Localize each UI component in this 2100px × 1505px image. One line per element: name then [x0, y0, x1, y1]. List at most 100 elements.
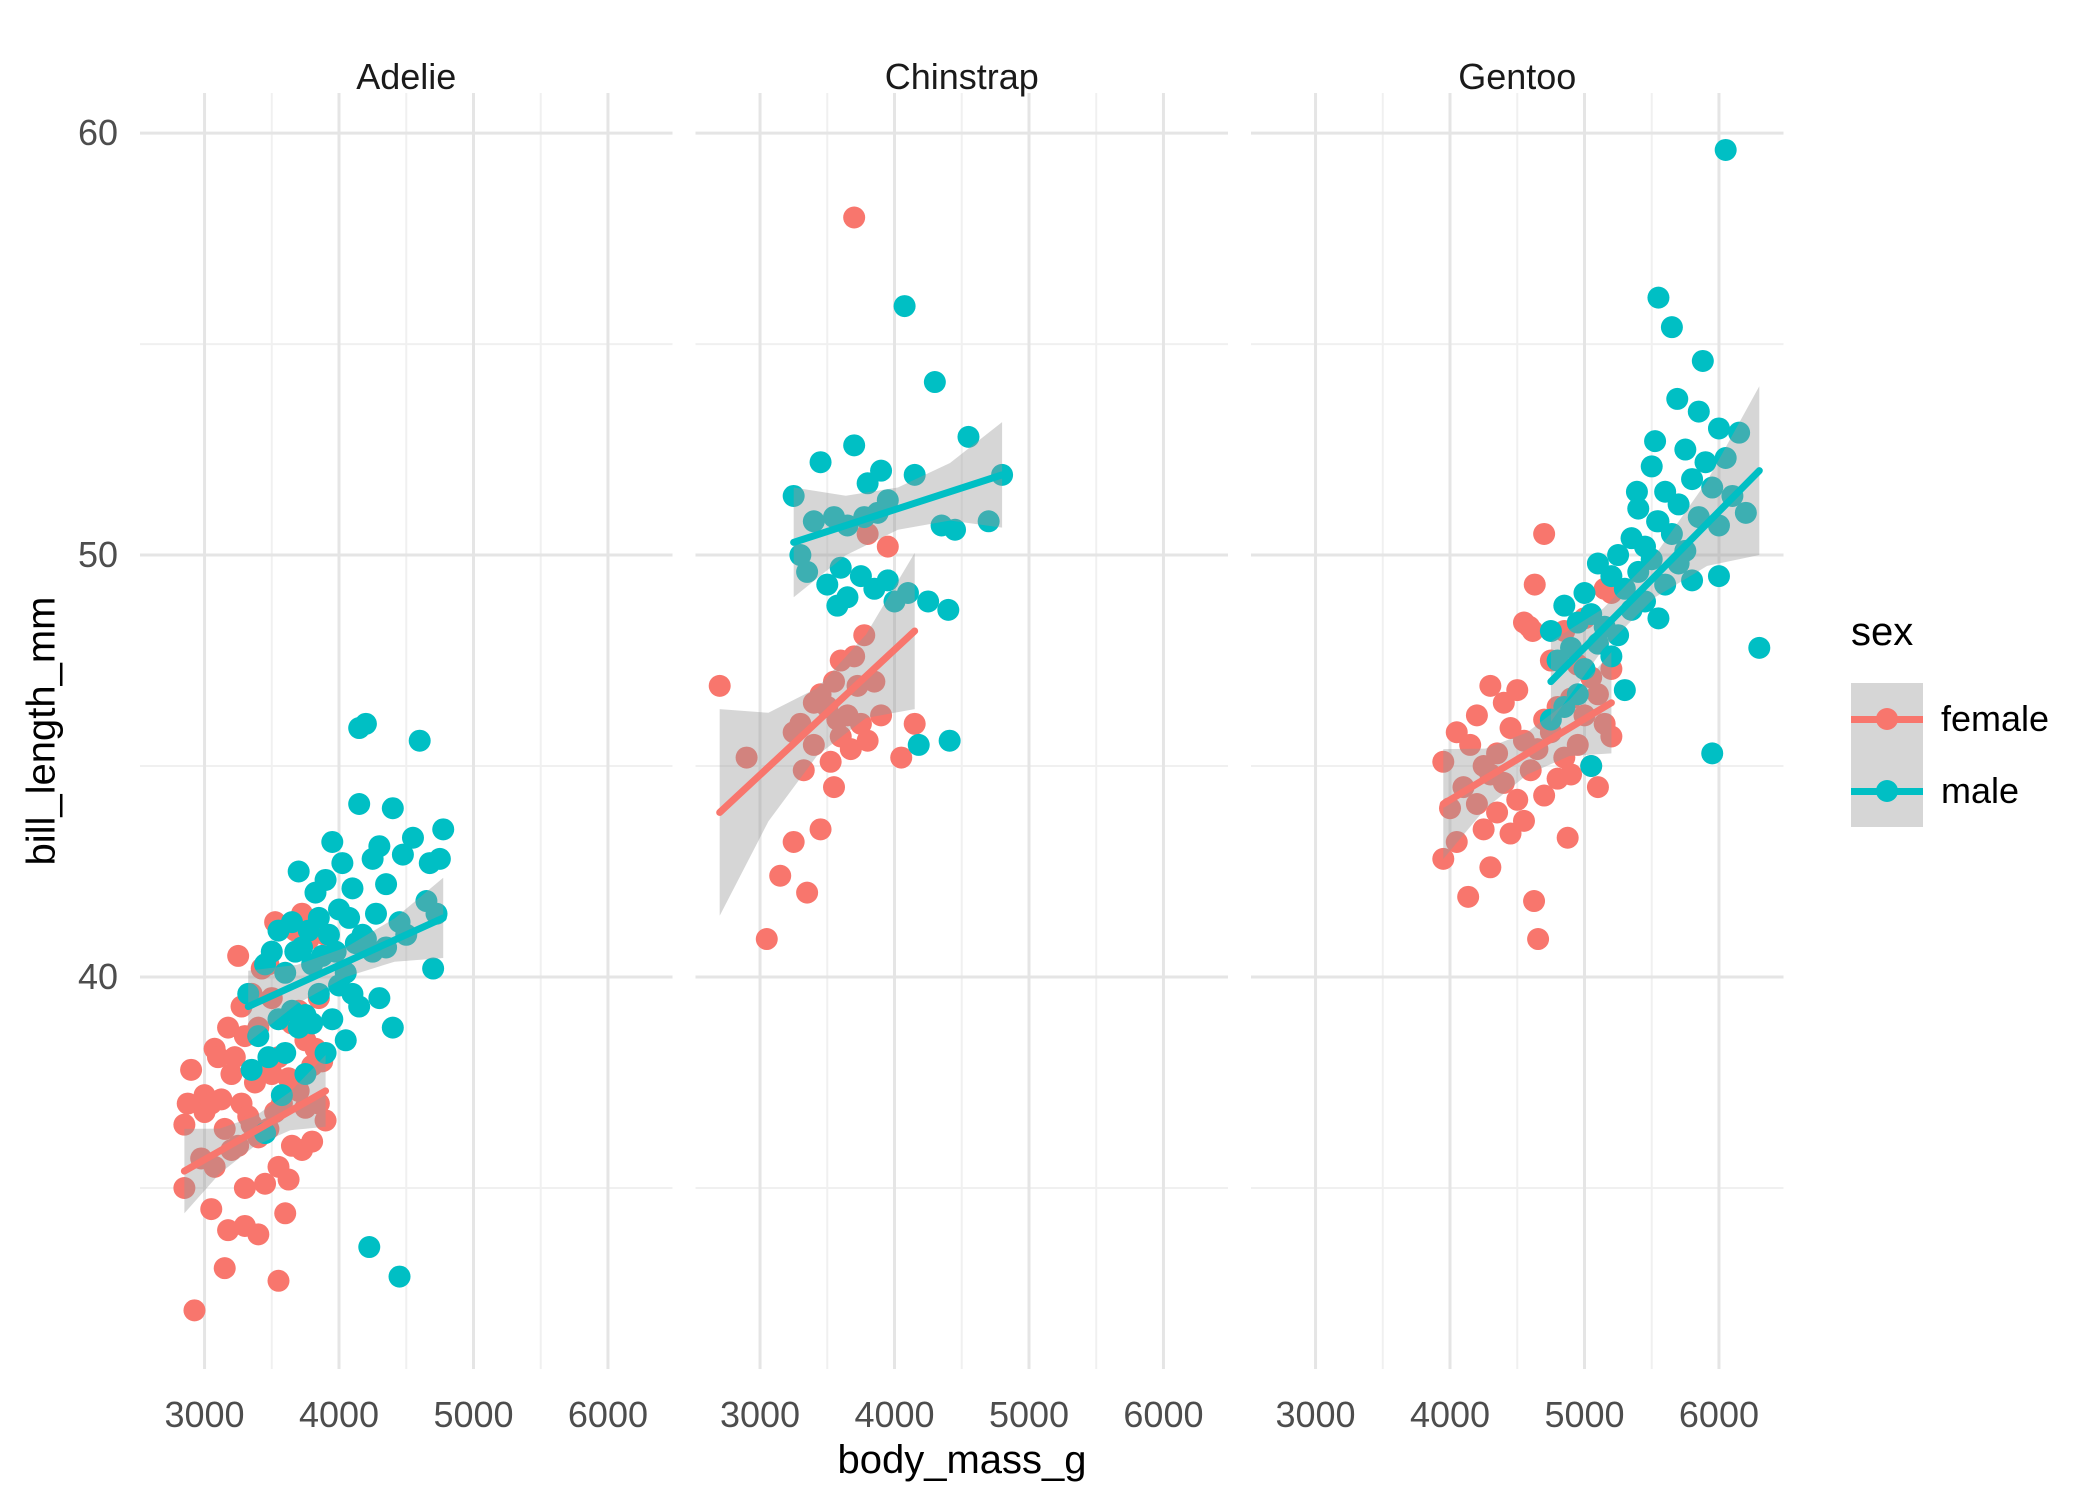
facet-title-adelie: Adelie — [356, 56, 457, 97]
data-point — [334, 1029, 357, 1052]
female-point-icon — [1876, 708, 1898, 730]
data-point — [819, 750, 842, 773]
data-point — [1527, 928, 1550, 951]
data-point — [1694, 451, 1717, 474]
data-point — [247, 1223, 270, 1246]
data-point — [1660, 316, 1683, 339]
data-point — [307, 906, 330, 929]
regression-line-male — [244, 914, 447, 1011]
legend-key-female-smooth-swatch — [1851, 683, 1923, 755]
data-point — [422, 957, 445, 980]
data-point — [381, 797, 404, 820]
data-point — [782, 484, 805, 507]
data-point — [381, 1016, 404, 1039]
legend-entry-female: female — [1851, 683, 2091, 755]
data-point — [1539, 619, 1562, 642]
legend: sex female male — [1851, 610, 2091, 827]
data-point — [270, 1084, 293, 1107]
data-point — [1640, 548, 1663, 571]
data-point — [1556, 826, 1579, 849]
data-point — [1523, 890, 1546, 913]
data-point — [260, 1063, 283, 1086]
data-point — [1586, 776, 1609, 799]
x-tick-label: 6000 — [1679, 1394, 1759, 1435]
data-point — [1465, 792, 1488, 815]
data-point — [1465, 704, 1488, 727]
data-point — [1681, 468, 1704, 491]
data-point — [287, 1079, 310, 1102]
data-point — [341, 877, 364, 900]
regression-line-female — [716, 627, 919, 816]
data-point — [1660, 522, 1683, 545]
data-point — [876, 569, 899, 592]
regression-line-female — [1439, 699, 1615, 808]
data-point — [903, 463, 926, 486]
data-point — [1506, 788, 1529, 811]
data-point — [200, 1198, 223, 1221]
data-point — [829, 556, 852, 579]
data-point — [1573, 582, 1596, 605]
data-point — [291, 936, 314, 959]
data-point — [769, 864, 792, 887]
data-point — [227, 944, 250, 967]
data-point — [1479, 856, 1502, 879]
data-point — [217, 1016, 240, 1039]
x-tick-label: 3000 — [720, 1394, 800, 1435]
data-point — [314, 1109, 337, 1132]
data-point — [789, 544, 812, 567]
data-point — [173, 1176, 196, 1199]
data-point — [1573, 657, 1596, 680]
data-point — [1674, 438, 1697, 461]
x-tick-label: 5000 — [1544, 1394, 1624, 1435]
data-point — [1519, 759, 1542, 782]
y-axis-title: bill_length_mm — [19, 596, 64, 866]
data-point — [274, 961, 297, 984]
data-point — [331, 852, 354, 875]
data-point — [321, 1008, 344, 1031]
data-point — [240, 1058, 263, 1081]
data-point — [735, 746, 758, 769]
x-tick-label: 5000 — [433, 1394, 513, 1435]
data-point — [977, 510, 1000, 533]
data-point — [183, 1299, 206, 1322]
data-point — [1681, 569, 1704, 592]
data-point — [1553, 594, 1576, 617]
data-point — [237, 982, 260, 1005]
data-point — [307, 982, 330, 1005]
data-point — [213, 1117, 236, 1140]
data-point — [876, 489, 899, 512]
data-point — [388, 1265, 411, 1288]
data-point — [210, 1088, 233, 1111]
data-point — [317, 923, 340, 946]
data-point — [1533, 522, 1556, 545]
data-point — [893, 295, 916, 318]
data-point — [220, 1063, 243, 1086]
data-point — [1521, 619, 1544, 642]
data-point — [823, 670, 846, 693]
legend-label-female: female — [1941, 698, 2050, 739]
legend-title: sex — [1851, 610, 1914, 654]
data-point — [1600, 725, 1623, 748]
data-point — [796, 560, 819, 583]
data-point — [1566, 683, 1589, 706]
data-point — [1707, 417, 1730, 440]
data-point — [1714, 138, 1737, 161]
data-point — [254, 1172, 277, 1195]
data-point — [755, 928, 778, 951]
data-point — [890, 746, 913, 769]
data-point — [1625, 480, 1648, 503]
data-point — [358, 1236, 381, 1259]
data-point — [354, 712, 377, 735]
x-tick-label: 4000 — [1410, 1394, 1490, 1435]
data-point — [849, 712, 872, 735]
data-point — [1667, 493, 1690, 516]
data-point — [233, 1176, 256, 1199]
data-point — [1472, 818, 1495, 841]
data-point — [180, 1058, 203, 1081]
y-tick-label: 50 — [78, 534, 118, 575]
data-point — [1580, 755, 1603, 778]
data-point — [1506, 679, 1529, 702]
data-point — [173, 1113, 196, 1136]
